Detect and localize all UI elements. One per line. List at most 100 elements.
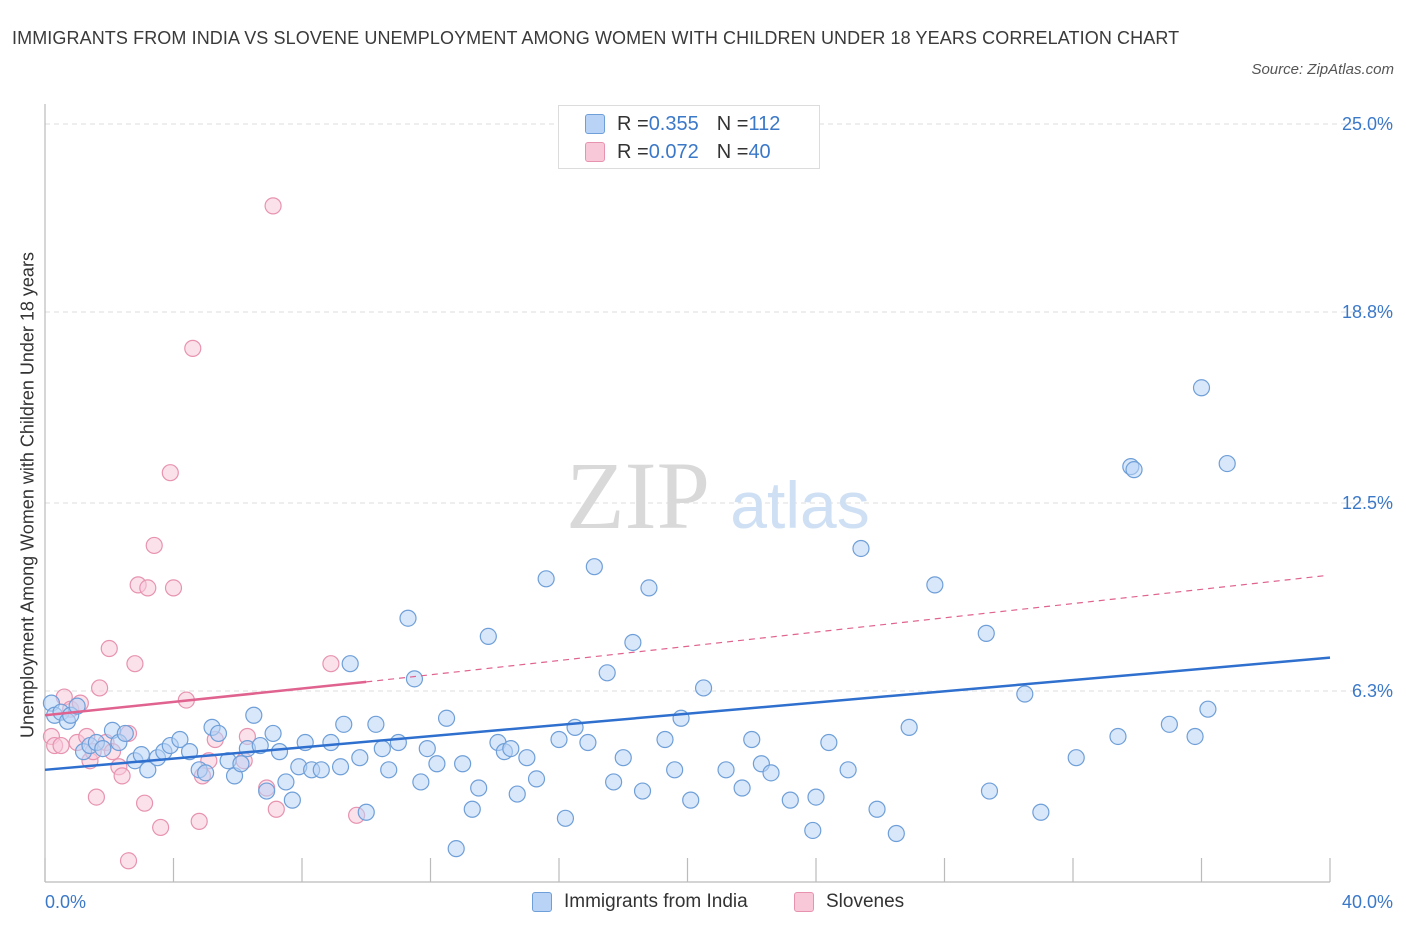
legend-n-value: 40 [748, 140, 771, 163]
india-point [598, 664, 616, 682]
india-point [694, 679, 713, 697]
source-label: Source: ZipAtlas.com [1251, 61, 1394, 78]
india-point [94, 739, 112, 758]
india-point [116, 724, 134, 743]
slovene-trend-extension [366, 575, 1325, 683]
india-point [605, 773, 623, 791]
india-point [804, 821, 822, 840]
india-point [614, 749, 632, 767]
india-point [682, 791, 700, 809]
bottom-legend-slovene: Slovenes [794, 889, 904, 915]
legend-n-label: N = [716, 140, 749, 163]
india-point [977, 624, 995, 642]
india-point [556, 809, 575, 827]
bottom-legend-swatch-india [532, 892, 552, 912]
india-point [980, 782, 999, 800]
y-tick-label: 18.8% [1342, 302, 1393, 322]
india-point [579, 733, 597, 752]
india-point [717, 761, 735, 779]
india-point [640, 579, 658, 597]
india-point [502, 739, 520, 758]
bottom-legend-india: Immigrants from India [532, 889, 748, 915]
x-tick-label: 40.0% [1342, 892, 1393, 912]
india-point [781, 791, 799, 809]
india-point [839, 761, 857, 779]
india-point [1067, 749, 1085, 767]
india-point [245, 706, 263, 724]
slovene-point [87, 788, 106, 806]
legend-r-label: R = [617, 112, 649, 135]
india-point [197, 764, 215, 782]
india-point [277, 773, 295, 791]
india-point [527, 770, 546, 788]
slovene-point [100, 639, 118, 658]
india-point [454, 755, 472, 773]
legend-row-india: R = 0.355 N = 112 [585, 112, 780, 136]
legend-swatch-slovene [585, 142, 605, 162]
bottom-legend-label-india: Immigrants from India [564, 891, 748, 912]
india-point [666, 761, 684, 779]
slovene-point [145, 536, 163, 555]
india-point [470, 779, 488, 797]
india-point [566, 718, 584, 736]
slovene-point [164, 579, 183, 597]
india-point [171, 730, 189, 749]
india-point [518, 749, 536, 767]
india-trend-line [44, 656, 1331, 772]
india-point [380, 761, 398, 779]
india-point [283, 791, 301, 809]
x-tick-label: 0.0% [45, 892, 86, 912]
india-point [351, 749, 369, 767]
india-point [1016, 685, 1034, 703]
india-points [42, 379, 1236, 858]
slovene-point [119, 852, 138, 870]
slovene-point [322, 655, 340, 673]
india-point [762, 764, 780, 782]
slovene-trend-line [44, 680, 367, 717]
india-point [1218, 454, 1236, 473]
india-point [1186, 727, 1204, 746]
india-point [550, 730, 568, 749]
india-point [656, 730, 674, 749]
correlation-legend: R = 0.355 N = 112 R = 0.072 N = 40 [558, 105, 820, 169]
india-point [733, 779, 751, 797]
slovene-point [139, 579, 157, 597]
india-point [633, 782, 652, 800]
y-axis-title: Unemployment Among Women with Children U… [17, 252, 38, 738]
india-point [1125, 461, 1143, 479]
india-point [447, 840, 465, 858]
y-tick-label: 12.5% [1342, 493, 1393, 513]
india-point [1199, 700, 1217, 718]
slovene-point [161, 464, 179, 482]
india-point [331, 758, 350, 776]
india-point [428, 755, 446, 773]
india-point [479, 627, 497, 646]
india-point [887, 824, 905, 843]
legend-row-slovene: R = 0.072 N = 40 [585, 140, 771, 164]
india-point [437, 709, 456, 727]
india-point [743, 730, 761, 749]
india-point [373, 739, 391, 758]
india-point [357, 803, 375, 821]
slovene-point [264, 197, 282, 215]
legend-n-value: 112 [748, 112, 781, 135]
trend-lines [44, 575, 1331, 772]
slovene-point [152, 818, 170, 837]
india-point [1192, 379, 1211, 397]
india-point [389, 733, 407, 752]
india-point [1109, 727, 1127, 746]
india-point [399, 609, 417, 627]
india-point [264, 724, 282, 743]
slovene-point [52, 736, 70, 755]
bottom-legend-label-slovene: Slovenes [826, 891, 905, 912]
india-point [270, 743, 289, 761]
india-point [807, 788, 825, 806]
axes [44, 104, 1331, 883]
legend-swatch-india [585, 114, 605, 134]
india-point [412, 773, 430, 791]
chart-title: IMMIGRANTS FROM INDIA VS SLOVENE UNEMPLO… [12, 28, 1180, 48]
bottom-legend-swatch-slovene [794, 892, 814, 912]
slovene-point [190, 812, 208, 830]
india-point [624, 633, 642, 652]
